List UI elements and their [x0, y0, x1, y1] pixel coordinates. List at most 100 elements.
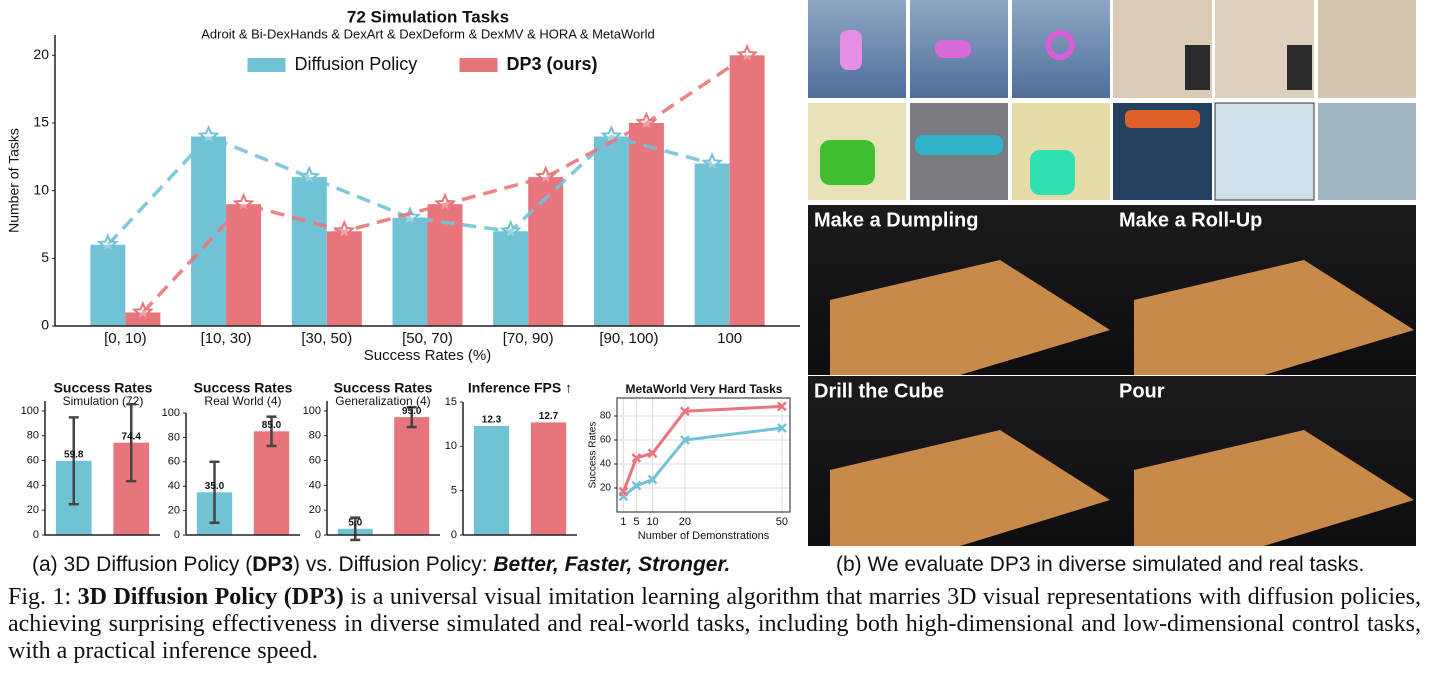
x-tick-label: [50, 70): [402, 330, 453, 347]
y-tick-label: 60: [309, 454, 321, 466]
y-axis-label: Number of Tasks: [6, 128, 22, 233]
y-tick-label: 5: [451, 485, 457, 497]
chart-subtitle: Simulation (72): [63, 394, 144, 408]
chart-title: Success Rates: [54, 380, 153, 396]
caption-part: Better, Faster, Stronger.: [493, 553, 731, 576]
y-tick-label: 20: [33, 46, 49, 62]
sim-image: [1318, 0, 1416, 98]
y-tick-label: 10: [33, 181, 49, 197]
x-marker: [647, 448, 658, 459]
legend-swatch: [247, 58, 286, 72]
y-tick-label: 40: [27, 479, 39, 491]
legend-label: DP3 (ours): [507, 54, 598, 74]
x-tick-label: [90, 100): [599, 330, 658, 347]
star-marker: [499, 219, 522, 241]
chart-subtitle: Generalization (4): [335, 394, 430, 408]
sim-object: [1125, 110, 1200, 128]
figure-caption: Fig. 1: 3D Diffusion Policy (DP3) is a u…: [8, 584, 1421, 665]
star-marker: [298, 165, 321, 187]
sim-image: [1318, 103, 1416, 200]
x-axis-label: Success Rates (%): [364, 347, 492, 364]
y-tick-label: 15: [33, 114, 49, 130]
x-marker: [647, 474, 658, 485]
y-axis-label: Success Rates: [588, 422, 599, 489]
plot-frame: [616, 397, 791, 513]
bar: [593, 136, 629, 326]
caption-part: (a) 3D Diffusion Policy (: [32, 553, 253, 576]
bar: [473, 425, 510, 535]
caption-part: Fig. 1:: [8, 584, 78, 610]
x-marker: [680, 435, 690, 445]
sim-object: [1030, 150, 1075, 195]
bar: [493, 231, 529, 326]
caption-part: DP3: [252, 553, 294, 576]
y-tick-label: 5: [41, 249, 49, 265]
series-line: [622, 404, 782, 493]
y-tick-label: 40: [309, 479, 321, 491]
star-marker: [635, 111, 658, 133]
real-photos: Make a Dumpling Make a Roll-Up Drill the…: [808, 205, 1416, 546]
chart-subtitle: Adroit & Bi-DexHands & DexArt & DexDefor…: [201, 26, 654, 41]
task-label: Make a Dumpling: [814, 209, 978, 231]
y-tick-label: 40: [168, 480, 180, 492]
y-tick-label: 60: [27, 454, 39, 466]
bar: [226, 204, 262, 326]
star-marker: [736, 43, 759, 65]
series-line: [622, 426, 783, 498]
y-tick-label: 20: [168, 505, 180, 517]
value-label: 59.8: [64, 449, 84, 460]
y-tick-label: 40: [600, 459, 612, 470]
bar: [125, 312, 161, 326]
bar: [628, 122, 664, 326]
y-tick-label: 80: [168, 431, 180, 443]
bar: [427, 204, 463, 326]
trend-line: [141, 53, 749, 314]
bar: [253, 431, 290, 535]
chart-title: Success Rates: [334, 380, 433, 396]
x-tick-label: [30, 50): [301, 330, 352, 347]
x-marker: [680, 406, 690, 417]
y-tick-label: 100: [162, 407, 180, 419]
y-tick-label: 0: [174, 529, 180, 541]
panel-a-caption: (a) 3D Diffusion Policy (DP3) vs. Diffus…: [32, 553, 730, 577]
star-marker: [197, 124, 220, 146]
x-marker: [777, 423, 787, 433]
y-tick-label: 0: [41, 317, 49, 333]
star-marker: [534, 165, 557, 187]
legend-label: Diffusion Policy: [295, 54, 418, 74]
y-tick-label: 0: [451, 529, 457, 541]
y-tick-label: 15: [445, 396, 457, 408]
y-tick-label: 80: [27, 430, 39, 442]
star-marker: [96, 233, 119, 255]
bar: [191, 136, 227, 326]
y-tick-label: 10: [445, 440, 457, 452]
sim-object: [1185, 45, 1210, 90]
x-tick-label: 50: [776, 516, 788, 528]
star-marker: [701, 151, 724, 174]
x-tick-label: 1: [620, 516, 626, 528]
x-tick-label: [70, 90): [503, 330, 554, 347]
value-label: 12.7: [539, 411, 559, 422]
sim-object: [935, 40, 971, 58]
value-label: 35.0: [205, 481, 225, 492]
caption-part: ) vs. Diffusion Policy:: [293, 553, 494, 576]
x-axis-label: Number of Demonstrations: [638, 530, 770, 542]
bar: [291, 177, 327, 326]
value-label: 12.3: [482, 415, 502, 426]
bar: [528, 177, 564, 326]
chart-title: MetaWorld Very Hard Tasks: [626, 382, 783, 396]
sim-object: [1045, 30, 1075, 60]
bar: [392, 217, 428, 326]
x-tick-label: 5: [633, 516, 639, 528]
y-tick-label: 80: [309, 430, 321, 442]
x-marker: [777, 401, 787, 412]
trend-line: [106, 134, 713, 246]
sim-image: [1214, 102, 1315, 201]
task-label: Pour: [1119, 380, 1165, 402]
value-label: 95.0: [402, 406, 422, 417]
chart-title: Success Rates: [194, 380, 293, 396]
y-tick-label: 60: [168, 456, 180, 468]
table: [830, 260, 1110, 375]
